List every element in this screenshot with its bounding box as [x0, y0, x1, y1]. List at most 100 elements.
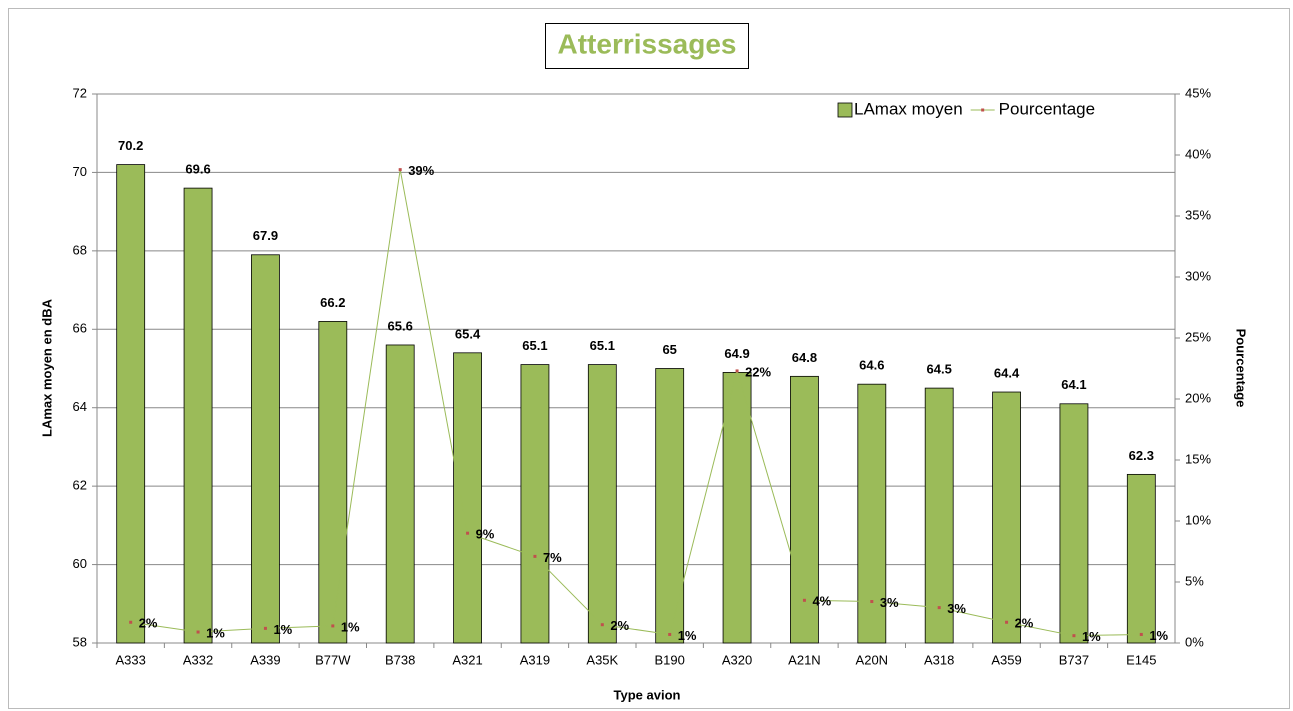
line-marker — [937, 606, 941, 610]
line-value-label: 1% — [678, 628, 697, 643]
bar-value-label: 66.2 — [320, 295, 345, 310]
bar-value-label: 65 — [662, 342, 676, 357]
y2-axis-label: Pourcentage — [1234, 329, 1249, 408]
y-tick-label: 62 — [73, 478, 87, 493]
x-tick-label: A35K — [586, 652, 618, 667]
x-tick-label: A21N — [788, 652, 821, 667]
x-tick-label: B77W — [315, 652, 351, 667]
line-marker — [263, 626, 267, 630]
line-value-label: 22% — [745, 364, 771, 379]
line-value-label: 2% — [139, 616, 158, 631]
line-marker — [196, 630, 200, 634]
x-tick-label: E145 — [1126, 652, 1156, 667]
x-tick-label: A333 — [116, 652, 146, 667]
bar — [453, 352, 482, 644]
bar-value-label: 70.2 — [118, 138, 143, 153]
line-marker — [398, 168, 402, 172]
bar — [857, 383, 887, 644]
line-marker — [129, 620, 133, 624]
y2-tick-label: 30% — [1185, 268, 1211, 283]
x-tick-label: A319 — [520, 652, 550, 667]
bar — [385, 344, 415, 644]
x-tick-label: B737 — [1059, 652, 1089, 667]
bar-value-label: 64.1 — [1061, 377, 1086, 392]
y-tick-label: 72 — [73, 85, 87, 100]
bar — [655, 368, 685, 644]
line — [130, 169, 1142, 637]
legend-label: LAmax moyen — [854, 99, 963, 118]
y2-tick-label: 40% — [1185, 146, 1211, 161]
bar-value-label: 62.3 — [1129, 448, 1154, 463]
x-tick-label: A332 — [183, 652, 213, 667]
x-tick-label: A359 — [991, 652, 1021, 667]
line-marker — [1139, 632, 1143, 636]
y-tick-label: 60 — [73, 556, 87, 571]
bar-value-label: 65.6 — [388, 318, 413, 333]
line-marker — [735, 369, 739, 373]
bar — [1126, 473, 1156, 644]
line-value-label: 2% — [610, 618, 629, 633]
line-value-label: 39% — [408, 163, 434, 178]
line-marker — [533, 554, 537, 558]
bar — [1059, 403, 1089, 644]
line-marker — [600, 623, 604, 627]
line-value-label: 1% — [273, 622, 292, 637]
bar — [587, 364, 617, 644]
x-tick-label: A321 — [452, 652, 482, 667]
y2-tick-label: 0% — [1185, 634, 1204, 649]
bar — [318, 321, 348, 644]
line-value-label: 1% — [1149, 628, 1168, 643]
line-value-label: 2% — [1015, 616, 1034, 631]
line-value-label: 1% — [341, 619, 360, 634]
line-marker — [802, 598, 806, 602]
bar-value-label: 65.4 — [455, 326, 481, 341]
legend-label: Pourcentage — [999, 99, 1095, 118]
bar-value-label: 64.6 — [859, 358, 884, 373]
x-tick-label: A20N — [856, 652, 889, 667]
bar-value-label: 65.1 — [522, 338, 547, 353]
title-box — [545, 23, 749, 69]
y-tick-label: 58 — [73, 634, 87, 649]
line-marker — [331, 624, 335, 628]
legend-swatch — [837, 102, 853, 118]
bar-value-label: 67.9 — [253, 228, 278, 243]
line-value-label: 1% — [1082, 629, 1101, 644]
line-value-label: 3% — [947, 601, 966, 616]
bar — [924, 387, 954, 644]
line-marker — [870, 600, 874, 604]
line-marker — [466, 531, 470, 535]
x-axis-label: Type avion — [614, 687, 681, 702]
y-tick-label: 70 — [73, 164, 87, 179]
bar-value-label: 64.4 — [994, 365, 1020, 380]
x-tick-label: B738 — [385, 652, 415, 667]
y2-tick-label: 20% — [1185, 390, 1211, 405]
bar — [183, 187, 213, 644]
y2-tick-label: 15% — [1185, 451, 1211, 466]
bar-value-label: 64.8 — [792, 350, 817, 365]
line-marker — [668, 632, 672, 636]
bar — [520, 364, 550, 644]
y2-tick-label: 25% — [1185, 329, 1211, 344]
y-tick-label: 68 — [73, 242, 87, 257]
legend-marker — [981, 108, 985, 112]
chart-title: Atterrissages — [558, 28, 737, 59]
x-tick-label: A318 — [924, 652, 954, 667]
y2-tick-label: 35% — [1185, 207, 1211, 222]
bar-value-label: 65.1 — [590, 338, 615, 353]
y-axis-label: LAmax moyen en dBA — [39, 298, 54, 437]
bar — [992, 391, 1021, 644]
bar — [116, 164, 146, 644]
bar-value-label: 69.6 — [185, 162, 210, 177]
y2-tick-label: 5% — [1185, 573, 1204, 588]
y-tick-label: 66 — [73, 321, 87, 336]
line-value-label: 9% — [476, 527, 495, 542]
line-value-label: 3% — [880, 595, 899, 610]
y2-tick-label: 45% — [1185, 85, 1211, 100]
y-tick-label: 64 — [73, 399, 87, 414]
y2-tick-label: 10% — [1185, 512, 1211, 527]
x-tick-label: B190 — [655, 652, 685, 667]
bar-value-label: 64.9 — [724, 346, 749, 361]
line-value-label: 1% — [206, 625, 225, 640]
x-tick-label: A339 — [250, 652, 280, 667]
bar — [251, 254, 280, 644]
